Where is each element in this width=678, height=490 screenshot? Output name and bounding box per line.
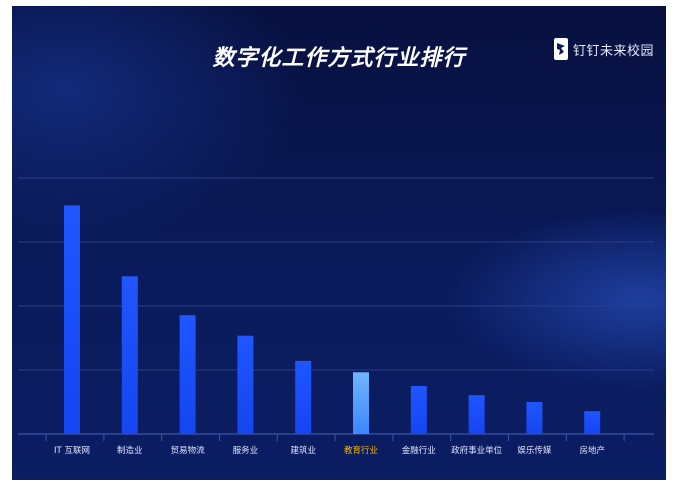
x-tick-label: 房地产: [579, 445, 605, 456]
bar: [121, 276, 138, 434]
brand-logo: 钉钉未来校园: [553, 38, 654, 60]
x-tick-label: 贸易物流: [171, 445, 206, 456]
x-tick-label: 政府事业单位: [451, 445, 503, 456]
chart-title: 数字化工作方式行业排行: [212, 46, 466, 71]
bar: [410, 386, 427, 434]
bar: [526, 402, 543, 434]
x-tick-label: 金融行业: [402, 445, 436, 456]
x-tick-label: IT 互联网: [54, 446, 90, 456]
bar: [353, 372, 369, 434]
x-tick-label: 服务业: [233, 445, 259, 456]
bar-chart: IT 互联网 制造业 贸易物流 服务业 建筑业 教育行业 金融行业 政府事业单位 娱乐传媒 房地产: [18, 177, 654, 456]
x-tick-label: 制造业: [117, 445, 143, 456]
x-tick-label: 建筑业: [290, 445, 316, 456]
bar: [237, 335, 254, 434]
dingtalk-logo-icon: [553, 38, 568, 60]
bar: [295, 360, 312, 434]
bar: [468, 395, 485, 434]
chart-panel: 数字化工作方式行业排行 钉钉未来校园 IT 互联网 制造业 贸易物流 服务业 建筑业 教育…: [12, 6, 666, 480]
bar: [179, 315, 196, 434]
bar: [584, 411, 601, 434]
x-tick-label: 娱乐传媒: [517, 445, 552, 456]
logo-text: 钉钉未来校园: [572, 43, 654, 59]
bar: [64, 205, 80, 434]
x-tick-label: 教育行业: [344, 445, 378, 456]
